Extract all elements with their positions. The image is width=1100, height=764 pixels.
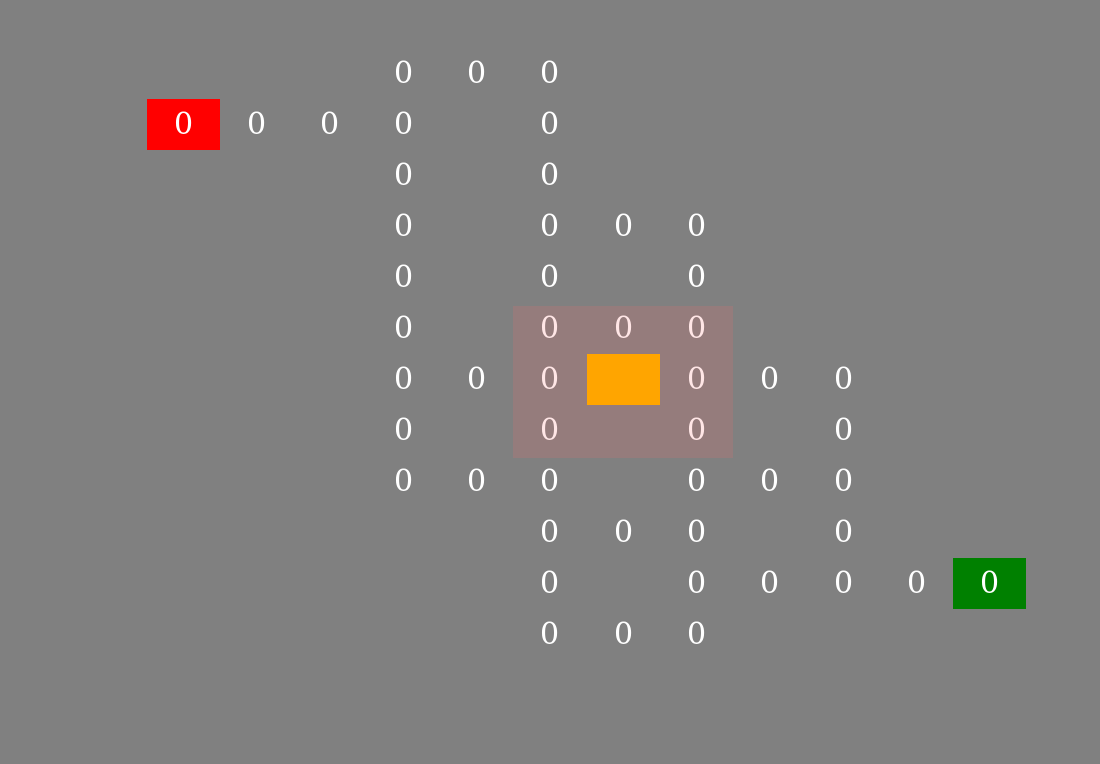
maze-cell[interactable]: 0 <box>906 566 927 601</box>
maze-cell[interactable]: 0 <box>759 464 780 499</box>
maze-cell[interactable]: 0 <box>686 260 707 295</box>
maze-cell[interactable]: 0 <box>393 209 414 244</box>
maze-cell[interactable]: 0 <box>539 158 560 193</box>
maze-cell[interactable]: 0 <box>539 56 560 91</box>
maze-cell[interactable]: 0 <box>393 107 414 142</box>
maze-cell[interactable]: 0 <box>539 260 560 295</box>
maze-cell[interactable]: 0 <box>539 107 560 142</box>
maze-cell[interactable]: 0 <box>539 464 560 499</box>
maze-cell[interactable]: 0 <box>833 515 854 550</box>
maze-cell[interactable]: 0 <box>686 464 707 499</box>
maze-cell[interactable]: 0 <box>393 311 414 346</box>
maze-cell[interactable]: 0 <box>393 464 414 499</box>
maze-cell[interactable]: 0 <box>833 362 854 397</box>
maze-cell[interactable]: 0 <box>466 56 487 91</box>
maze-cell[interactable]: 0 <box>686 209 707 244</box>
maze-cell[interactable]: 0 <box>833 566 854 601</box>
maze-cell[interactable]: 0 <box>613 617 634 652</box>
maze-cell[interactable]: 0 <box>393 56 414 91</box>
maze-cell[interactable]: 0 <box>393 260 414 295</box>
maze-cell[interactable]: 0 <box>539 413 560 448</box>
maze-cell[interactable]: 0 <box>686 617 707 652</box>
maze-cell[interactable]: 0 <box>686 566 707 601</box>
maze-cell[interactable]: 0 <box>686 362 707 397</box>
maze-cell[interactable]: 0 <box>686 515 707 550</box>
maze-cell[interactable]: 0 <box>539 362 560 397</box>
maze-cell[interactable]: 0 <box>539 617 560 652</box>
start-cell[interactable]: 0 <box>147 99 220 150</box>
maze-cell[interactable]: 0 <box>613 209 634 244</box>
maze-cell[interactable]: 0 <box>539 209 560 244</box>
maze-cell[interactable]: 0 <box>319 107 340 142</box>
maze-cell[interactable]: 0 <box>393 413 414 448</box>
goal-cell[interactable]: 0 <box>953 558 1026 609</box>
maze-cell[interactable]: 0 <box>759 362 780 397</box>
maze-cell[interactable]: 0 <box>393 158 414 193</box>
maze-cell[interactable]: 0 <box>833 413 854 448</box>
maze-cell[interactable]: 0 <box>686 413 707 448</box>
player-marker[interactable] <box>587 354 660 405</box>
maze-cell[interactable]: 0 <box>613 515 634 550</box>
maze-cell[interactable]: 0 <box>246 107 267 142</box>
maze-cell[interactable]: 0 <box>686 311 707 346</box>
maze-cell[interactable]: 0 <box>613 311 634 346</box>
maze-cell[interactable]: 0 <box>539 311 560 346</box>
maze-cell[interactable]: 0 <box>539 515 560 550</box>
maze-cell[interactable]: 0 <box>466 464 487 499</box>
maze-cell[interactable]: 0 <box>539 566 560 601</box>
maze-cell[interactable]: 0 <box>833 464 854 499</box>
maze-cell[interactable]: 0 <box>466 362 487 397</box>
maze-cell[interactable]: 0 <box>759 566 780 601</box>
maze-cell[interactable]: 0 <box>393 362 414 397</box>
